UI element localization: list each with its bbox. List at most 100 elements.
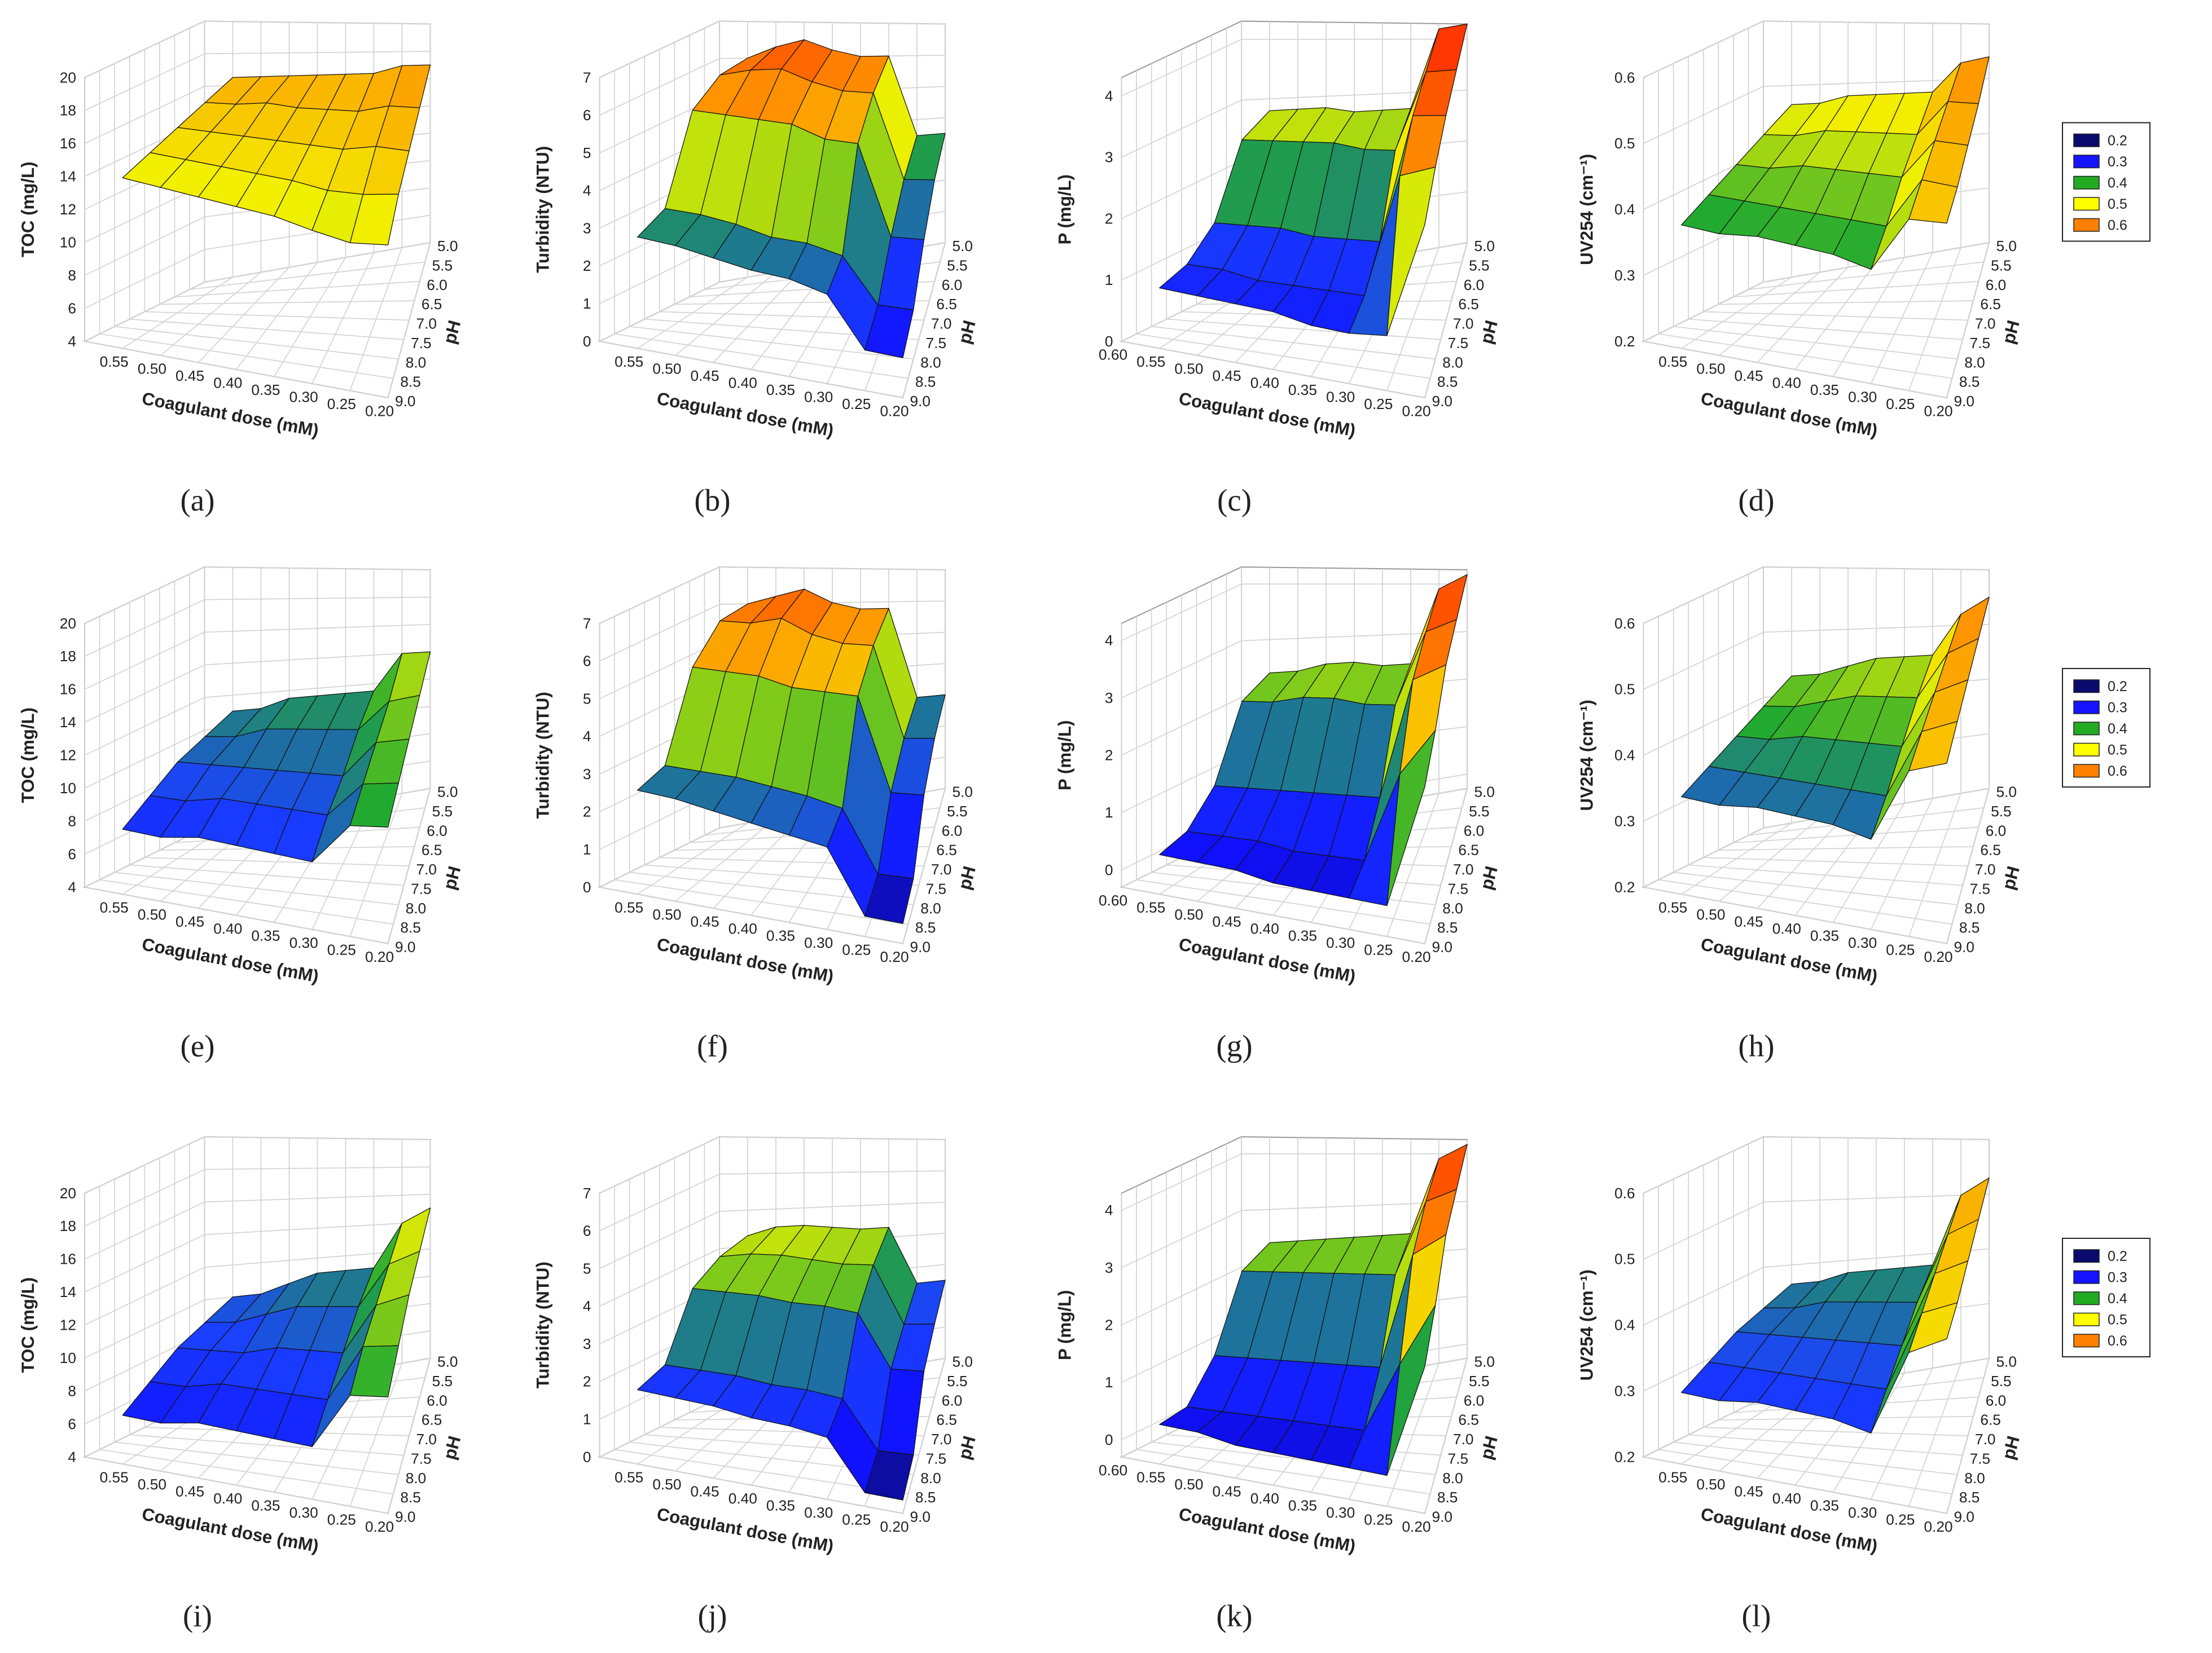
x-tick-label: 0.50 xyxy=(652,1476,681,1493)
legend-swatch xyxy=(2073,700,2100,714)
x-tick-label: 0.30 xyxy=(804,1504,833,1521)
y-grid-line xyxy=(84,1193,388,1514)
y-grid-line xyxy=(599,1193,903,1514)
y-tick-label: 8.5 xyxy=(400,373,421,390)
z-tick-label: 0.3 xyxy=(1614,267,1635,284)
y-tick-label: 5.5 xyxy=(1991,1373,2012,1390)
surface-cell xyxy=(1386,730,1436,906)
panel: 0 1 2 3 4 0.60 0.55 0.50 0.45 0.40 0.35 0.30 0.25 0.2… xyxy=(1055,1136,1502,1633)
x-tick-label: 0.40 xyxy=(728,920,757,937)
x-tick-label: 0.35 xyxy=(251,1497,280,1514)
legend-swatch xyxy=(2073,1291,2100,1305)
x-tick-label: 0.30 xyxy=(1848,934,1877,951)
z-tick-label: 12 xyxy=(60,1317,76,1334)
y-tick-label: 5.0 xyxy=(1996,238,2017,254)
x-tick-label: 0.35 xyxy=(251,927,280,944)
x-tick-label: 0.55 xyxy=(1658,899,1687,916)
y-tick-label: 5.5 xyxy=(432,803,453,820)
x-tick-label: 0.30 xyxy=(1326,934,1355,951)
panel-caption: (f) xyxy=(697,1029,728,1063)
y-axis-title: pH xyxy=(954,864,980,891)
x-tick-label: 0.35 xyxy=(766,381,795,398)
legend-swatch xyxy=(2073,155,2100,169)
panel: 0.2 0.3 0.4 0.5 0.6 0.55 0.50 0.45 0.40 0.35 0.30 0… xyxy=(1577,1136,2150,1633)
y-grid-line xyxy=(1733,35,1979,298)
surface-cell xyxy=(1386,1304,1436,1476)
y-tick-label: 6.0 xyxy=(1986,1392,2007,1409)
surface-cell xyxy=(1908,1302,1958,1353)
x-tick-label: 0.25 xyxy=(1364,1511,1393,1528)
y-tick-label: 7.0 xyxy=(1453,861,1474,878)
y-tick-label: 5.5 xyxy=(1469,257,1490,274)
y-grid-line xyxy=(1718,1158,1973,1421)
panel-caption: (l) xyxy=(1742,1599,1771,1633)
y-tick-label: 6.0 xyxy=(1464,276,1485,293)
z-tick-label: 0.3 xyxy=(1614,1382,1635,1399)
y-grid-line xyxy=(1688,1172,1963,1456)
y-grid-line xyxy=(1702,1165,1968,1436)
z-tick-label: 0.6 xyxy=(1614,69,1635,86)
y-tick-label: 8.5 xyxy=(915,919,936,936)
y-tick-label: 5.5 xyxy=(1991,257,2012,274)
x-tick-label: 0.30 xyxy=(1848,1504,1877,1521)
x-tick-label: 0.25 xyxy=(327,942,356,959)
z-tick-label: 5 xyxy=(583,690,591,707)
x-tick-label: 0.45 xyxy=(1213,367,1241,384)
legend-swatch xyxy=(2073,1249,2100,1263)
y-tick-label: 7.5 xyxy=(1448,1450,1469,1467)
z-tick-label: 1 xyxy=(583,295,591,312)
y-tick-label: 9.0 xyxy=(1432,393,1453,410)
y-grid-line xyxy=(99,71,394,379)
y-tick-label: 5.0 xyxy=(953,238,973,254)
x-tick-label: 0.50 xyxy=(652,906,681,923)
y-grid-line xyxy=(1658,71,1952,379)
z-axis-title: P (mg/L) xyxy=(1055,1290,1075,1360)
y-tick-label: 5.0 xyxy=(1474,784,1495,801)
y-grid-line xyxy=(1733,1151,1979,1413)
z-tick-label: 0.2 xyxy=(1614,878,1635,895)
x-tick-label: 0.30 xyxy=(289,934,318,951)
x-tick-label: 0.30 xyxy=(289,389,318,406)
y-grid-line xyxy=(1718,42,1973,305)
y-tick-label: 8.5 xyxy=(1959,1489,1980,1506)
z-tick-label: 20 xyxy=(60,69,76,86)
y-tick-label: 6.0 xyxy=(1464,1392,1485,1409)
z-axis-title: UV254 (cm⁻¹) xyxy=(1577,154,1597,265)
surface-cell xyxy=(349,1345,399,1397)
x-tick-label: 0.20 xyxy=(365,948,394,965)
z-tick-label: 18 xyxy=(60,102,76,119)
y-grid-line xyxy=(114,1179,399,1475)
y-grid-line xyxy=(1673,609,1958,905)
legend-label: 0.2 xyxy=(2108,679,2127,694)
y-grid-line xyxy=(144,595,410,867)
y-tick-label: 5.0 xyxy=(1474,1353,1495,1370)
y-grid-line xyxy=(644,602,919,886)
x-tick-label: 0.20 xyxy=(1924,1518,1952,1535)
x-tick-label: 0.50 xyxy=(1174,906,1203,923)
z-axis-title: Turbidity (NTU) xyxy=(533,146,553,273)
x-tick-label: 0.55 xyxy=(1136,353,1165,370)
x-tick-label: 0.20 xyxy=(365,403,394,420)
panel: 0 1 2 3 4 0.60 0.55 0.50 0.45 0.40 0.35 0.30 0.25 0.2… xyxy=(1055,566,1502,1063)
x-tick-label: 0.55 xyxy=(100,1469,129,1486)
x-tick-label: 0.45 xyxy=(691,913,719,930)
y-grid-line xyxy=(1643,1193,1947,1514)
surface-cell xyxy=(1908,179,1958,224)
y-tick-label: 7.0 xyxy=(1975,1431,1996,1448)
legend-label: 0.5 xyxy=(2108,1312,2127,1328)
x-tick-label: 0.60 xyxy=(1099,346,1127,363)
y-tick-label: 6.5 xyxy=(1980,296,2001,313)
y-tick-label: 7.5 xyxy=(926,880,947,897)
x-tick-label: 0.20 xyxy=(880,403,908,420)
y-tick-label: 8.0 xyxy=(1442,354,1463,371)
z-tick-label: 0.4 xyxy=(1614,1317,1635,1334)
legend: 0.2 0.3 0.4 0.5 0.6 xyxy=(2062,668,2150,788)
y-axis-title: pH xyxy=(1998,1434,2024,1461)
y-tick-label: 6.0 xyxy=(942,276,963,293)
y-tick-label: 6.0 xyxy=(942,822,963,839)
x-tick-label: 0.40 xyxy=(1250,1490,1279,1507)
y-tick-label: 5.5 xyxy=(1469,803,1490,820)
x-tick-label: 0.30 xyxy=(804,389,833,406)
y-tick-label: 9.0 xyxy=(1432,939,1453,956)
